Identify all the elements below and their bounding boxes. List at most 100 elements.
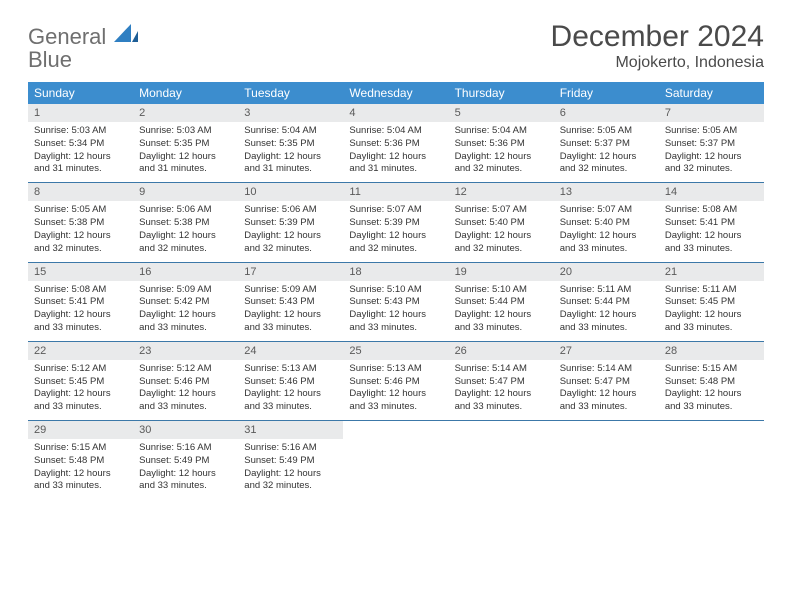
day-number: 22 <box>28 342 133 360</box>
day-details: Sunrise: 5:04 AMSunset: 5:36 PMDaylight:… <box>343 122 448 182</box>
day-header: Friday <box>554 82 659 104</box>
calendar-day-cell: 26Sunrise: 5:14 AMSunset: 5:47 PMDayligh… <box>449 341 554 420</box>
day-details: Sunrise: 5:09 AMSunset: 5:42 PMDaylight:… <box>133 281 238 341</box>
day-details: Sunrise: 5:14 AMSunset: 5:47 PMDaylight:… <box>554 360 659 420</box>
calendar-page: General Blue December 2024 Mojokerto, In… <box>0 0 792 519</box>
calendar-day-cell <box>659 421 764 500</box>
day-details: Sunrise: 5:11 AMSunset: 5:44 PMDaylight:… <box>554 281 659 341</box>
day-details: Sunrise: 5:07 AMSunset: 5:40 PMDaylight:… <box>554 201 659 261</box>
day-number: 19 <box>449 263 554 281</box>
calendar-day-cell: 29Sunrise: 5:15 AMSunset: 5:48 PMDayligh… <box>28 421 133 500</box>
day-number: 17 <box>238 263 343 281</box>
day-number: 27 <box>554 342 659 360</box>
day-details: Sunrise: 5:08 AMSunset: 5:41 PMDaylight:… <box>28 281 133 341</box>
calendar-day-cell: 8Sunrise: 5:05 AMSunset: 5:38 PMDaylight… <box>28 183 133 262</box>
calendar-day-cell: 13Sunrise: 5:07 AMSunset: 5:40 PMDayligh… <box>554 183 659 262</box>
logo-word-2: Blue <box>28 47 72 72</box>
day-details: Sunrise: 5:09 AMSunset: 5:43 PMDaylight:… <box>238 281 343 341</box>
day-details: Sunrise: 5:15 AMSunset: 5:48 PMDaylight:… <box>659 360 764 420</box>
day-details: Sunrise: 5:12 AMSunset: 5:46 PMDaylight:… <box>133 360 238 420</box>
day-details: Sunrise: 5:16 AMSunset: 5:49 PMDaylight:… <box>238 439 343 499</box>
day-details: Sunrise: 5:07 AMSunset: 5:40 PMDaylight:… <box>449 201 554 261</box>
calendar-day-cell: 23Sunrise: 5:12 AMSunset: 5:46 PMDayligh… <box>133 341 238 420</box>
day-number: 25 <box>343 342 448 360</box>
day-header: Sunday <box>28 82 133 104</box>
calendar-day-cell: 25Sunrise: 5:13 AMSunset: 5:46 PMDayligh… <box>343 341 448 420</box>
day-details: Sunrise: 5:05 AMSunset: 5:37 PMDaylight:… <box>554 122 659 182</box>
day-number: 30 <box>133 421 238 439</box>
title-block: December 2024 Mojokerto, Indonesia <box>551 20 764 72</box>
day-number: 9 <box>133 183 238 201</box>
calendar-table: SundayMondayTuesdayWednesdayThursdayFrid… <box>28 82 764 499</box>
day-number: 1 <box>28 104 133 122</box>
day-number: 13 <box>554 183 659 201</box>
calendar-day-cell: 21Sunrise: 5:11 AMSunset: 5:45 PMDayligh… <box>659 262 764 341</box>
day-header: Thursday <box>449 82 554 104</box>
calendar-week-row: 8Sunrise: 5:05 AMSunset: 5:38 PMDaylight… <box>28 183 764 262</box>
calendar-day-cell: 7Sunrise: 5:05 AMSunset: 5:37 PMDaylight… <box>659 104 764 183</box>
calendar-week-row: 22Sunrise: 5:12 AMSunset: 5:45 PMDayligh… <box>28 341 764 420</box>
calendar-day-cell: 9Sunrise: 5:06 AMSunset: 5:38 PMDaylight… <box>133 183 238 262</box>
calendar-day-cell <box>449 421 554 500</box>
day-details: Sunrise: 5:04 AMSunset: 5:35 PMDaylight:… <box>238 122 343 182</box>
day-details: Sunrise: 5:05 AMSunset: 5:38 PMDaylight:… <box>28 201 133 261</box>
calendar-day-cell: 20Sunrise: 5:11 AMSunset: 5:44 PMDayligh… <box>554 262 659 341</box>
calendar-day-cell: 12Sunrise: 5:07 AMSunset: 5:40 PMDayligh… <box>449 183 554 262</box>
calendar-day-cell: 3Sunrise: 5:04 AMSunset: 5:35 PMDaylight… <box>238 104 343 183</box>
calendar-day-cell: 31Sunrise: 5:16 AMSunset: 5:49 PMDayligh… <box>238 421 343 500</box>
day-details: Sunrise: 5:12 AMSunset: 5:45 PMDaylight:… <box>28 360 133 420</box>
day-number: 14 <box>659 183 764 201</box>
day-number: 15 <box>28 263 133 281</box>
calendar-day-cell: 11Sunrise: 5:07 AMSunset: 5:39 PMDayligh… <box>343 183 448 262</box>
calendar-day-cell: 22Sunrise: 5:12 AMSunset: 5:45 PMDayligh… <box>28 341 133 420</box>
calendar-day-cell <box>554 421 659 500</box>
day-details: Sunrise: 5:06 AMSunset: 5:38 PMDaylight:… <box>133 201 238 261</box>
day-number: 18 <box>343 263 448 281</box>
day-header: Monday <box>133 82 238 104</box>
calendar-day-cell: 10Sunrise: 5:06 AMSunset: 5:39 PMDayligh… <box>238 183 343 262</box>
logo-text: General Blue <box>28 26 139 72</box>
day-number: 26 <box>449 342 554 360</box>
calendar-day-cell: 30Sunrise: 5:16 AMSunset: 5:49 PMDayligh… <box>133 421 238 500</box>
calendar-day-cell: 5Sunrise: 5:04 AMSunset: 5:36 PMDaylight… <box>449 104 554 183</box>
day-header: Tuesday <box>238 82 343 104</box>
day-details: Sunrise: 5:07 AMSunset: 5:39 PMDaylight:… <box>343 201 448 261</box>
day-number: 11 <box>343 183 448 201</box>
calendar-day-cell: 14Sunrise: 5:08 AMSunset: 5:41 PMDayligh… <box>659 183 764 262</box>
day-number: 31 <box>238 421 343 439</box>
day-details: Sunrise: 5:11 AMSunset: 5:45 PMDaylight:… <box>659 281 764 341</box>
day-number: 5 <box>449 104 554 122</box>
location-subtitle: Mojokerto, Indonesia <box>551 54 764 72</box>
day-number: 2 <box>133 104 238 122</box>
day-header: Wednesday <box>343 82 448 104</box>
day-details: Sunrise: 5:06 AMSunset: 5:39 PMDaylight:… <box>238 201 343 261</box>
day-details: Sunrise: 5:08 AMSunset: 5:41 PMDaylight:… <box>659 201 764 261</box>
day-number: 4 <box>343 104 448 122</box>
calendar-week-row: 1Sunrise: 5:03 AMSunset: 5:34 PMDaylight… <box>28 104 764 183</box>
day-details: Sunrise: 5:15 AMSunset: 5:48 PMDaylight:… <box>28 439 133 499</box>
day-header-row: SundayMondayTuesdayWednesdayThursdayFrid… <box>28 82 764 104</box>
calendar-day-cell: 15Sunrise: 5:08 AMSunset: 5:41 PMDayligh… <box>28 262 133 341</box>
day-details: Sunrise: 5:03 AMSunset: 5:35 PMDaylight:… <box>133 122 238 182</box>
day-details: Sunrise: 5:16 AMSunset: 5:49 PMDaylight:… <box>133 439 238 499</box>
calendar-week-row: 15Sunrise: 5:08 AMSunset: 5:41 PMDayligh… <box>28 262 764 341</box>
calendar-day-cell: 24Sunrise: 5:13 AMSunset: 5:46 PMDayligh… <box>238 341 343 420</box>
day-details: Sunrise: 5:10 AMSunset: 5:44 PMDaylight:… <box>449 281 554 341</box>
calendar-day-cell: 16Sunrise: 5:09 AMSunset: 5:42 PMDayligh… <box>133 262 238 341</box>
calendar-day-cell: 17Sunrise: 5:09 AMSunset: 5:43 PMDayligh… <box>238 262 343 341</box>
day-number: 12 <box>449 183 554 201</box>
calendar-day-cell: 1Sunrise: 5:03 AMSunset: 5:34 PMDaylight… <box>28 104 133 183</box>
day-details: Sunrise: 5:13 AMSunset: 5:46 PMDaylight:… <box>343 360 448 420</box>
calendar-day-cell: 4Sunrise: 5:04 AMSunset: 5:36 PMDaylight… <box>343 104 448 183</box>
calendar-day-cell: 18Sunrise: 5:10 AMSunset: 5:43 PMDayligh… <box>343 262 448 341</box>
day-number: 16 <box>133 263 238 281</box>
calendar-body: 1Sunrise: 5:03 AMSunset: 5:34 PMDaylight… <box>28 104 764 499</box>
day-details: Sunrise: 5:03 AMSunset: 5:34 PMDaylight:… <box>28 122 133 182</box>
day-details: Sunrise: 5:05 AMSunset: 5:37 PMDaylight:… <box>659 122 764 182</box>
calendar-day-cell: 28Sunrise: 5:15 AMSunset: 5:48 PMDayligh… <box>659 341 764 420</box>
calendar-day-cell: 6Sunrise: 5:05 AMSunset: 5:37 PMDaylight… <box>554 104 659 183</box>
brand-logo: General Blue <box>28 26 139 72</box>
calendar-day-cell <box>343 421 448 500</box>
day-number: 29 <box>28 421 133 439</box>
day-details: Sunrise: 5:13 AMSunset: 5:46 PMDaylight:… <box>238 360 343 420</box>
